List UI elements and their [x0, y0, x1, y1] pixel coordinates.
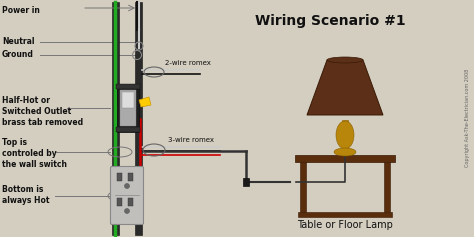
Bar [135, 2, 142, 235]
Text: Neutral: Neutral [2, 36, 35, 46]
Bar [117, 198, 122, 206]
Ellipse shape [327, 57, 363, 63]
Bar [300, 162, 306, 212]
Polygon shape [139, 97, 151, 107]
Bar [128, 198, 133, 206]
Text: 3-wire romex: 3-wire romex [168, 137, 214, 143]
Bar [116, 84, 140, 89]
Bar [342, 120, 348, 155]
Circle shape [125, 183, 129, 188]
Text: Wiring Scenario #1: Wiring Scenario #1 [255, 14, 405, 28]
Bar [117, 84, 139, 132]
Ellipse shape [334, 148, 356, 156]
Bar [112, 2, 119, 235]
Text: Table or Floor Lamp: Table or Floor Lamp [297, 220, 393, 230]
Bar [122, 92, 134, 108]
Circle shape [125, 209, 129, 214]
Bar [116, 127, 140, 132]
Bar [128, 173, 133, 181]
Bar [295, 155, 395, 162]
Text: Bottom is
always Hot: Bottom is always Hot [2, 185, 49, 205]
FancyBboxPatch shape [110, 167, 144, 224]
Bar [384, 162, 390, 212]
Ellipse shape [336, 121, 354, 149]
Text: 2-wire romex: 2-wire romex [165, 60, 211, 66]
Bar [120, 90, 136, 126]
Bar [117, 173, 122, 181]
Text: Copyright Ask-The-Electrician.com 2008: Copyright Ask-The-Electrician.com 2008 [465, 69, 471, 167]
Text: Ground: Ground [2, 50, 34, 59]
Text: Half-Hot or
Switched Outlet
brass tab removed: Half-Hot or Switched Outlet brass tab re… [2, 96, 83, 127]
Bar [243, 178, 249, 186]
Bar [298, 212, 392, 217]
Text: Top is
controled by
the wall switch: Top is controled by the wall switch [2, 138, 67, 169]
Polygon shape [307, 60, 383, 115]
Text: Power in: Power in [2, 6, 40, 15]
